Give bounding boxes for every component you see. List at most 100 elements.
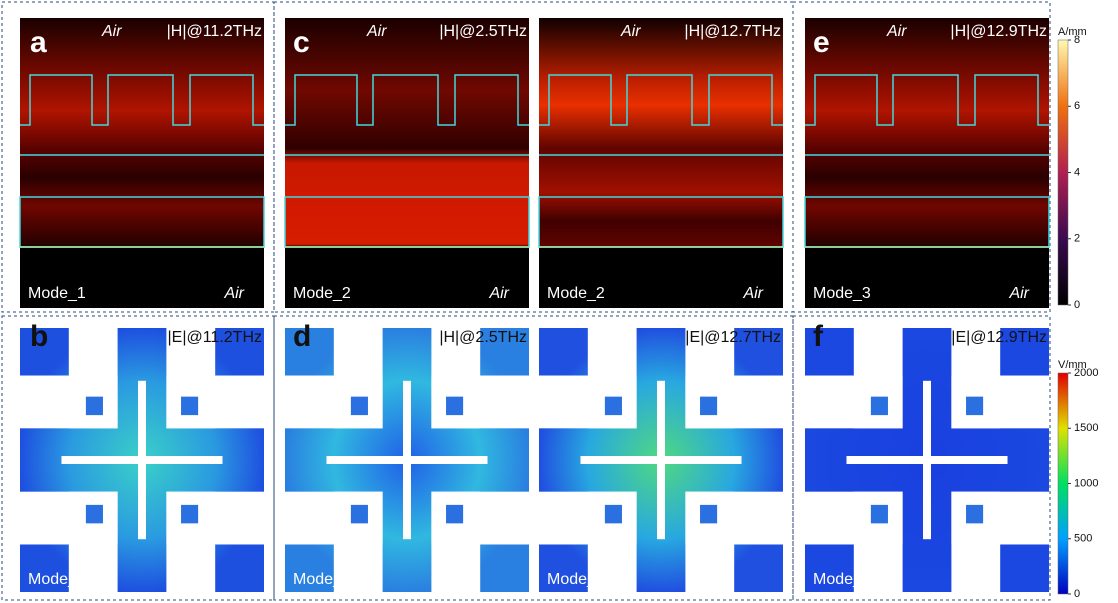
island bbox=[700, 504, 718, 524]
colorbar-tick-label: 500 bbox=[1074, 533, 1092, 545]
island bbox=[181, 504, 199, 524]
quadrant bbox=[539, 328, 637, 429]
field-map bbox=[285, 18, 529, 308]
mode-label: Mode_1 bbox=[28, 285, 86, 302]
island bbox=[181, 396, 199, 416]
colorbar-tick-label: 4 bbox=[1074, 166, 1080, 178]
cross-slot bbox=[326, 456, 488, 464]
island bbox=[446, 396, 464, 416]
structure-outline bbox=[804, 74, 1050, 248]
cross-slot bbox=[846, 456, 1008, 464]
island bbox=[966, 396, 984, 416]
mode-label: Mode_2 bbox=[293, 571, 351, 588]
quadrant bbox=[166, 328, 264, 429]
field-label: |H|@11.2THz bbox=[167, 23, 262, 40]
metasurface-pattern bbox=[20, 328, 264, 592]
mode-label: Mode_1 bbox=[28, 571, 86, 588]
grating-outline bbox=[805, 74, 1049, 126]
colorbar-unit: V/mm bbox=[1058, 359, 1087, 371]
island bbox=[966, 504, 984, 524]
metasurface-pattern bbox=[805, 328, 1049, 592]
island bbox=[85, 504, 103, 524]
metasurface-pattern bbox=[539, 328, 783, 592]
panel-letter: d bbox=[293, 320, 311, 353]
colorbar-tick-label: 0 bbox=[1074, 299, 1080, 311]
medium-label: Air bbox=[886, 23, 907, 40]
colorbar bbox=[1057, 372, 1069, 595]
panel-frames bbox=[1, 1, 1051, 601]
field-label: |H|@2.5THz bbox=[439, 329, 527, 346]
medium-label: Air bbox=[366, 23, 387, 40]
grating-outline bbox=[20, 74, 264, 126]
island bbox=[350, 504, 368, 524]
medium-label: Air bbox=[620, 23, 641, 40]
field-label: |H|@12.9THz bbox=[950, 23, 1047, 40]
medium-label: Air bbox=[223, 285, 244, 302]
quadrant bbox=[431, 328, 529, 429]
grating-outline bbox=[539, 74, 783, 126]
panel-letter: c bbox=[293, 26, 310, 59]
colorbar-tick-label: 8 bbox=[1074, 34, 1080, 46]
quadrant bbox=[685, 491, 783, 592]
quadrant bbox=[805, 491, 903, 592]
field-label: |E|@12.9THz bbox=[951, 329, 1047, 346]
structure-outline bbox=[284, 74, 530, 248]
quadrant bbox=[20, 328, 118, 429]
quadrant bbox=[285, 491, 383, 592]
colorbar-tick-label: 2000 bbox=[1074, 367, 1098, 379]
panel-letter: a bbox=[30, 26, 47, 59]
quadrant bbox=[951, 491, 1049, 592]
mode-label: Mode_3 bbox=[813, 571, 871, 588]
island bbox=[870, 504, 888, 524]
colorbar-tick-label: 1500 bbox=[1074, 422, 1098, 434]
panel-letter: f bbox=[813, 320, 824, 353]
slot bbox=[166, 375, 264, 429]
field-label: |H|@12.7THz bbox=[684, 23, 781, 40]
island bbox=[604, 396, 622, 416]
island bbox=[604, 504, 622, 524]
quadrant bbox=[431, 491, 529, 592]
quadrant bbox=[951, 328, 1049, 429]
medium-label: Air bbox=[101, 23, 122, 40]
mode-label: Mode_2 bbox=[547, 571, 605, 588]
medium-label: Air bbox=[1008, 285, 1029, 302]
panel-letter: e bbox=[813, 26, 830, 59]
island bbox=[85, 396, 103, 416]
colorbar-tick-label: 2 bbox=[1074, 233, 1080, 245]
cross-slot bbox=[61, 456, 223, 464]
grating-outline bbox=[285, 74, 529, 126]
metasurface-pattern bbox=[285, 328, 529, 592]
colorbar-tick-label: 6 bbox=[1074, 100, 1080, 112]
medium-label: Air bbox=[488, 285, 509, 302]
quadrant bbox=[285, 328, 383, 429]
island bbox=[350, 396, 368, 416]
slot bbox=[166, 491, 264, 545]
island bbox=[446, 504, 464, 524]
panel-letter: b bbox=[30, 320, 48, 353]
mode-label: Mode_3 bbox=[813, 285, 871, 302]
field-map bbox=[20, 18, 264, 308]
cross-slot bbox=[580, 456, 742, 464]
quadrant bbox=[166, 491, 264, 592]
mode-label: Mode_2 bbox=[293, 285, 351, 302]
structure-outline bbox=[538, 74, 784, 248]
medium-label: Air bbox=[742, 285, 763, 302]
colorbar-tick-label: 0 bbox=[1074, 588, 1080, 600]
field-map bbox=[539, 18, 783, 308]
quadrant bbox=[539, 491, 637, 592]
colorbar-unit: A/mm bbox=[1058, 26, 1087, 38]
structure-outline bbox=[19, 74, 265, 248]
mode-label: Mode_2 bbox=[547, 285, 605, 302]
field-label: |H|@2.5THz bbox=[439, 23, 527, 40]
field-label: |E|@11.2THz bbox=[167, 329, 262, 346]
colorbar bbox=[1057, 39, 1069, 306]
field-map bbox=[805, 18, 1049, 308]
island bbox=[700, 396, 718, 416]
quadrant bbox=[20, 491, 118, 592]
quadrant bbox=[805, 328, 903, 429]
colorbar-tick-label: 1000 bbox=[1074, 477, 1098, 489]
field-label: |E|@12.7THz bbox=[685, 329, 781, 346]
quadrant bbox=[685, 328, 783, 429]
island bbox=[870, 396, 888, 416]
